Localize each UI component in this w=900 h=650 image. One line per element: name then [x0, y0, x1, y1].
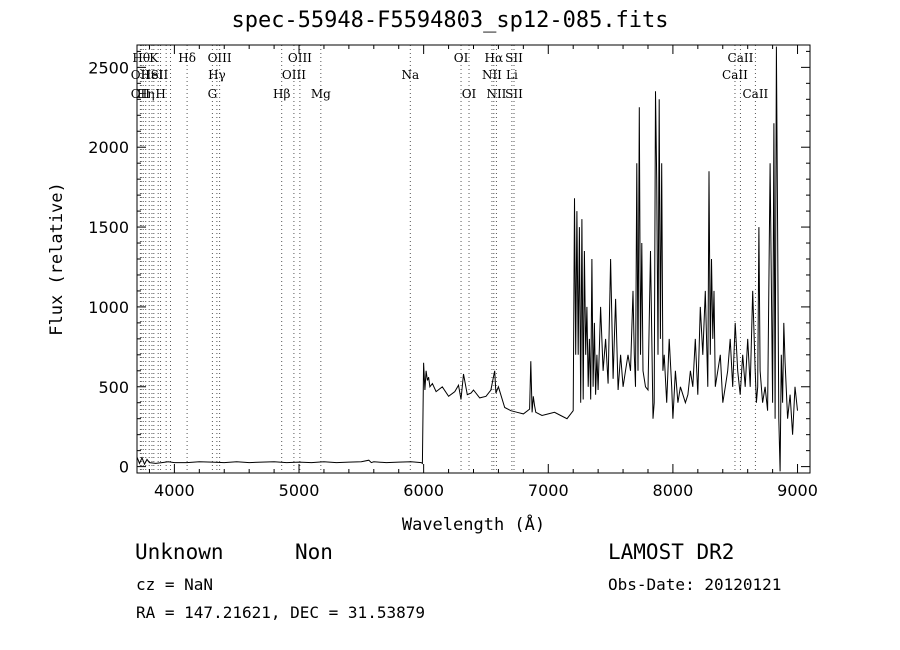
x-tick-label: 8000 — [653, 481, 694, 500]
spectral-line-label: SII — [151, 68, 169, 82]
x-tick-label: 5000 — [279, 481, 320, 500]
line-marker-group — [139, 45, 756, 473]
spectral-line-label: NII — [486, 87, 506, 101]
spectral-line-label: NII — [482, 68, 502, 82]
spectral-line-label: CaII — [728, 51, 754, 65]
spectral-line-label: OII — [131, 68, 151, 82]
spectral-line-label: HeI — [141, 68, 164, 82]
spectral-line-label: Na — [401, 68, 419, 82]
class-label: Unknown — [135, 540, 224, 564]
spectral-line-label: OIII — [288, 51, 312, 65]
y-tick-label: 500 — [98, 378, 129, 397]
spectral-line-label: G — [208, 87, 218, 101]
plot-frame — [136, 44, 811, 474]
spectral-line-label: Hδ — [178, 51, 196, 65]
x-tick-label: 6000 — [403, 481, 444, 500]
y-tick-label: 1500 — [88, 218, 129, 237]
spectral-line-label: OI — [462, 87, 477, 101]
spectral-line-label: SII — [505, 87, 523, 101]
spectral-line-label: CaII — [742, 87, 768, 101]
x-tick-label: 7000 — [528, 481, 569, 500]
spectral-line-label: K — [149, 51, 159, 65]
y-tick-label: 2500 — [88, 58, 129, 77]
spectrum-series-line — [136, 46, 798, 472]
spectral-line-label: Hθ — [132, 51, 150, 65]
series-group — [136, 46, 798, 472]
spectral-line-label: Mg — [311, 87, 331, 101]
x-tick-label: 9000 — [777, 481, 818, 500]
x-axis-label: Wavelength (Å) — [402, 513, 545, 535]
spectral-line-label: OII — [131, 87, 151, 101]
spectral-line-label: Hη — [137, 87, 155, 101]
x-tick-label: 4000 — [154, 481, 195, 500]
redshift-label: cz = NaN — [136, 575, 214, 594]
spectral-line-label: Hα — [485, 51, 504, 65]
coordinates-label: RA = 147.21621, DEC = 31.53879 — [136, 603, 425, 622]
subclass-label: Non — [295, 540, 333, 564]
y-tick-label: 1000 — [88, 298, 129, 317]
spectral-line-label: Li — [506, 68, 518, 82]
y-tick-label: 0 — [119, 458, 129, 477]
y-axis-label: Flux (relative) — [47, 182, 67, 336]
y-tick-label: 2000 — [88, 138, 129, 157]
spectral-line-label: SII — [505, 51, 523, 65]
axes-group: 4000 5000 6000 7000 8000 9000 0 500 1000 1500 2000… — [47, 45, 818, 535]
obs-date-label: Obs-Date: 20120121 — [608, 575, 782, 594]
spectral-line-label: CaII — [722, 68, 748, 82]
survey-label: LAMOST DR2 — [608, 540, 735, 564]
spectral-line-label: Hγ — [208, 68, 226, 82]
spectral-line-label: OI — [454, 51, 469, 65]
chart-title: spec-55948-F5594803_sp12-085.fits — [231, 8, 669, 33]
spectral-line-label: OIII — [282, 68, 306, 82]
spectral-line-label: Hβ — [273, 87, 290, 101]
spectral-line-label: H — [155, 87, 165, 101]
spectral-line-label: OIII — [208, 51, 232, 65]
